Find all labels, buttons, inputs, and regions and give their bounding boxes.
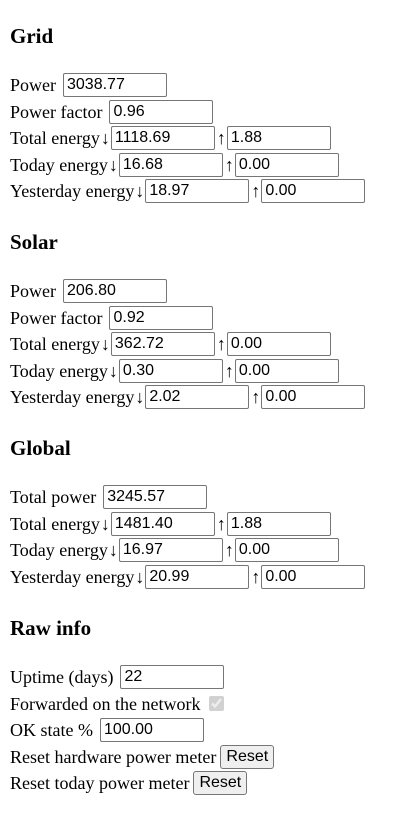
- grid-power-input[interactable]: [63, 73, 167, 98]
- solar-yesterday-energy-row: Yesterday energy ↓ ↑: [10, 384, 400, 411]
- grid-today-energy-label: Today energy: [10, 154, 108, 175]
- grid-total-energy-row: Total energy ↓ ↑: [10, 125, 400, 152]
- solar-power-input[interactable]: [63, 279, 167, 304]
- ok-state-input[interactable]: [99, 718, 204, 743]
- global-today-energy-row: Today energy ↓ ↑: [10, 537, 400, 564]
- solar-power-row: Power: [10, 278, 400, 305]
- solar-total-energy-label: Total energy: [10, 334, 100, 355]
- grid-today-energy-out-input[interactable]: [234, 152, 339, 177]
- grid-heading: Grid: [10, 24, 54, 48]
- solar-total-energy-row: Total energy ↓ ↑: [10, 331, 400, 358]
- uptime-label: Uptime (days): [10, 667, 114, 688]
- solar-today-energy-out-input[interactable]: [234, 358, 339, 383]
- uptime-row: Uptime (days): [10, 664, 400, 691]
- global-yesterday-energy-row: Yesterday energy ↓ ↑: [10, 564, 400, 591]
- global-total-power-input[interactable]: [103, 485, 208, 510]
- grid-yesterday-energy-row: Yesterday energy ↓ ↑: [10, 178, 400, 205]
- forwarded-checkbox[interactable]: [209, 696, 225, 712]
- grid-total-energy-out-input[interactable]: [226, 126, 331, 151]
- grid-power-factor-input[interactable]: [109, 99, 214, 124]
- solar-power-factor-input[interactable]: [109, 305, 214, 330]
- global-total-energy-in-input[interactable]: [110, 511, 215, 536]
- up-arrow-icon: ↑: [251, 387, 261, 408]
- solar-power-factor-label: Power factor: [10, 307, 103, 328]
- solar-yesterday-energy-out-input[interactable]: [261, 385, 366, 410]
- ok-state-label: OK state %: [10, 720, 93, 741]
- up-arrow-icon: ↑: [216, 128, 226, 149]
- reset-today-button[interactable]: Reset: [193, 771, 248, 796]
- down-arrow-icon: ↓: [100, 513, 110, 534]
- down-arrow-icon: ↓: [108, 540, 118, 561]
- solar-heading: Solar: [10, 230, 58, 254]
- global-total-energy-row: Total energy ↓ ↑: [10, 511, 400, 538]
- solar-today-energy-in-input[interactable]: [118, 358, 223, 383]
- up-arrow-icon: ↑: [224, 360, 234, 381]
- grid-yesterday-energy-out-input[interactable]: [261, 179, 366, 204]
- global-yesterday-energy-in-input[interactable]: [145, 564, 250, 589]
- down-arrow-icon: ↓: [135, 387, 145, 408]
- grid-yesterday-energy-label: Yesterday energy: [10, 181, 135, 202]
- up-arrow-icon: ↑: [224, 154, 234, 175]
- global-today-energy-label: Today energy: [10, 540, 108, 561]
- grid-rows: Power Power factor Total energy ↓ ↑ Toda…: [10, 72, 400, 205]
- reset-hardware-label: Reset hardware power meter: [10, 746, 217, 767]
- solar-total-energy-in-input[interactable]: [110, 332, 215, 357]
- global-section: Global Total power Total energy ↓ ↑ Toda…: [10, 436, 400, 590]
- down-arrow-icon: ↓: [108, 154, 118, 175]
- solar-section: Solar Power Power factor Total energy ↓ …: [10, 230, 400, 411]
- solar-yesterday-energy-in-input[interactable]: [145, 385, 250, 410]
- forwarded-label: Forwarded on the network: [10, 693, 201, 714]
- ok-state-row: OK state %: [10, 717, 400, 744]
- solar-yesterday-energy-label: Yesterday energy: [10, 387, 135, 408]
- solar-rows: Power Power factor Total energy ↓ ↑ Toda…: [10, 278, 400, 411]
- down-arrow-icon: ↓: [100, 128, 110, 149]
- global-total-power-label: Total power: [10, 487, 97, 508]
- global-today-energy-out-input[interactable]: [234, 538, 339, 563]
- up-arrow-icon: ↑: [216, 513, 226, 534]
- raw-info-section: Raw info Uptime (days) Forwarded on the …: [10, 616, 400, 797]
- down-arrow-icon: ↓: [135, 181, 145, 202]
- global-yesterday-energy-out-input[interactable]: [261, 564, 366, 589]
- global-heading: Global: [10, 436, 71, 460]
- grid-power-row: Power: [10, 72, 400, 99]
- grid-section: Grid Power Power factor Total energy ↓ ↑…: [10, 24, 400, 205]
- global-total-power-row: Total power: [10, 484, 400, 511]
- up-arrow-icon: ↑: [251, 566, 261, 587]
- grid-power-label: Power: [10, 75, 56, 96]
- reset-today-label: Reset today power meter: [10, 773, 190, 794]
- global-total-energy-label: Total energy: [10, 513, 100, 534]
- global-today-energy-in-input[interactable]: [118, 538, 223, 563]
- solar-power-label: Power: [10, 281, 56, 302]
- grid-today-energy-row: Today energy ↓ ↑: [10, 152, 400, 179]
- up-arrow-icon: ↑: [224, 540, 234, 561]
- solar-today-energy-row: Today energy ↓ ↑: [10, 358, 400, 385]
- forwarded-row: Forwarded on the network: [10, 691, 400, 718]
- raw-info-rows: Uptime (days) Forwarded on the network O…: [10, 664, 400, 797]
- uptime-input[interactable]: [120, 665, 225, 690]
- global-yesterday-energy-label: Yesterday energy: [10, 566, 135, 587]
- grid-total-energy-label: Total energy: [10, 128, 100, 149]
- grid-yesterday-energy-in-input[interactable]: [145, 179, 250, 204]
- solar-total-energy-out-input[interactable]: [226, 332, 331, 357]
- down-arrow-icon: ↓: [100, 334, 110, 355]
- solar-today-energy-label: Today energy: [10, 360, 108, 381]
- reset-hardware-button[interactable]: Reset: [220, 744, 275, 769]
- solar-power-factor-row: Power factor: [10, 305, 400, 332]
- grid-power-factor-row: Power factor: [10, 99, 400, 126]
- up-arrow-icon: ↑: [251, 181, 261, 202]
- reset-hardware-row: Reset hardware power meter Reset: [10, 744, 400, 771]
- grid-today-energy-in-input[interactable]: [118, 152, 223, 177]
- down-arrow-icon: ↓: [135, 566, 145, 587]
- up-arrow-icon: ↑: [216, 334, 226, 355]
- global-total-energy-out-input[interactable]: [226, 511, 331, 536]
- grid-power-factor-label: Power factor: [10, 101, 103, 122]
- global-rows: Total power Total energy ↓ ↑ Today energ…: [10, 484, 400, 590]
- down-arrow-icon: ↓: [108, 360, 118, 381]
- grid-total-energy-in-input[interactable]: [110, 126, 215, 151]
- reset-today-row: Reset today power meter Reset: [10, 770, 400, 797]
- raw-info-heading: Raw info: [10, 616, 92, 640]
